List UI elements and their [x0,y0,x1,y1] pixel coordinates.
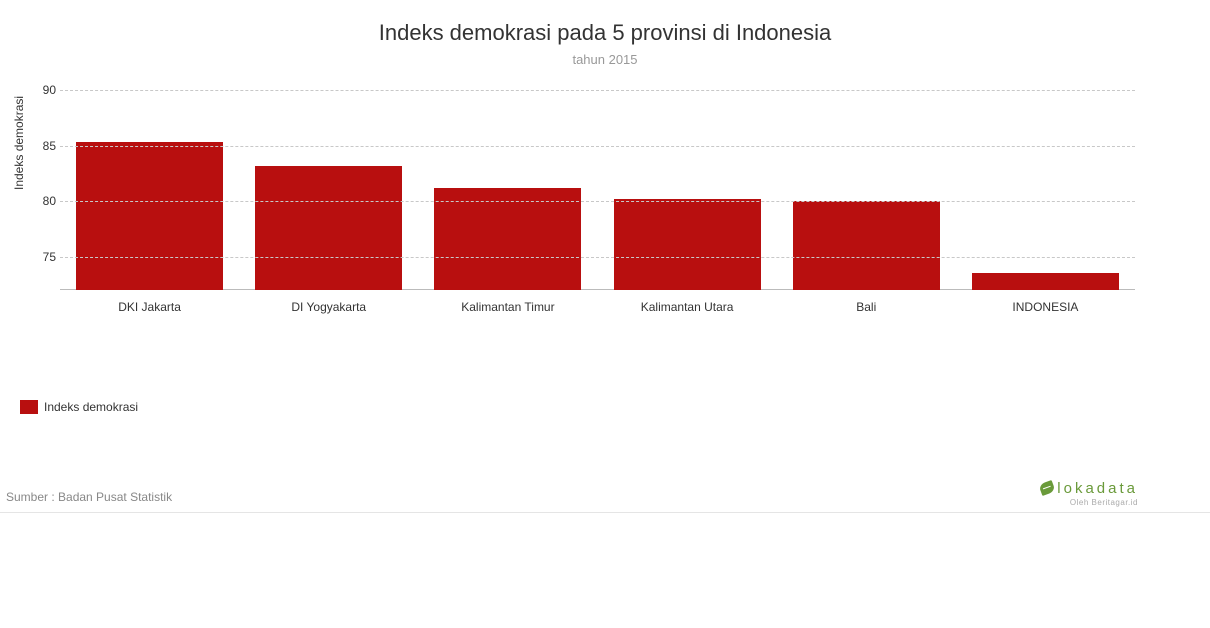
legend-swatch [20,400,38,414]
x-category-label: Kalimantan Timur [461,300,554,314]
bar [76,142,223,290]
bars-group: DKI JakartaDI YogyakartaKalimantan Timur… [60,90,1135,290]
x-category-label: DI Yogyakarta [291,300,366,314]
bar [793,201,940,290]
brand-main-text: lokadata [1057,480,1138,497]
y-tick-label: 85 [34,139,56,153]
bar [255,166,402,290]
gridline [60,90,1135,91]
bar-slot: Kalimantan Timur [418,90,597,290]
y-tick-label: 90 [34,83,56,97]
bar [434,188,581,290]
brand-main: lokadata [1040,480,1138,497]
chart-container: Indeks demokrasi pada 5 provinsi di Indo… [0,0,1210,628]
bar-slot: DI Yogyakarta [239,90,418,290]
x-category-label: DKI Jakarta [118,300,181,314]
gridline [60,257,1135,258]
source-text: Sumber : Badan Pusat Statistik [6,490,172,504]
gridline [60,146,1135,147]
brand-sub: Oleh Beritagar.id [1040,498,1138,507]
legend: Indeks demokrasi [20,400,138,414]
x-category-label: Bali [856,300,876,314]
y-tick-label: 75 [34,250,56,264]
y-tick-label: 80 [34,194,56,208]
x-category-label: INDONESIA [1012,300,1078,314]
x-category-label: Kalimantan Utara [641,300,734,314]
bar [614,199,761,290]
brand-logo: lokadata Oleh Beritagar.id [1040,480,1138,507]
bar [972,273,1119,290]
bar-slot: Kalimantan Utara [598,90,777,290]
plot-area: DKI JakartaDI YogyakartaKalimantan Timur… [60,90,1135,290]
footer-divider [0,512,1210,513]
bar-slot: Bali [777,90,956,290]
chart-subtitle: tahun 2015 [0,52,1210,67]
bar-slot: INDONESIA [956,90,1135,290]
gridline [60,201,1135,202]
bar-slot: DKI Jakarta [60,90,239,290]
leaf-icon [1039,480,1056,496]
legend-label: Indeks demokrasi [44,400,138,414]
y-axis-label: Indeks demokrasi [12,96,26,190]
chart-title: Indeks demokrasi pada 5 provinsi di Indo… [0,0,1210,46]
